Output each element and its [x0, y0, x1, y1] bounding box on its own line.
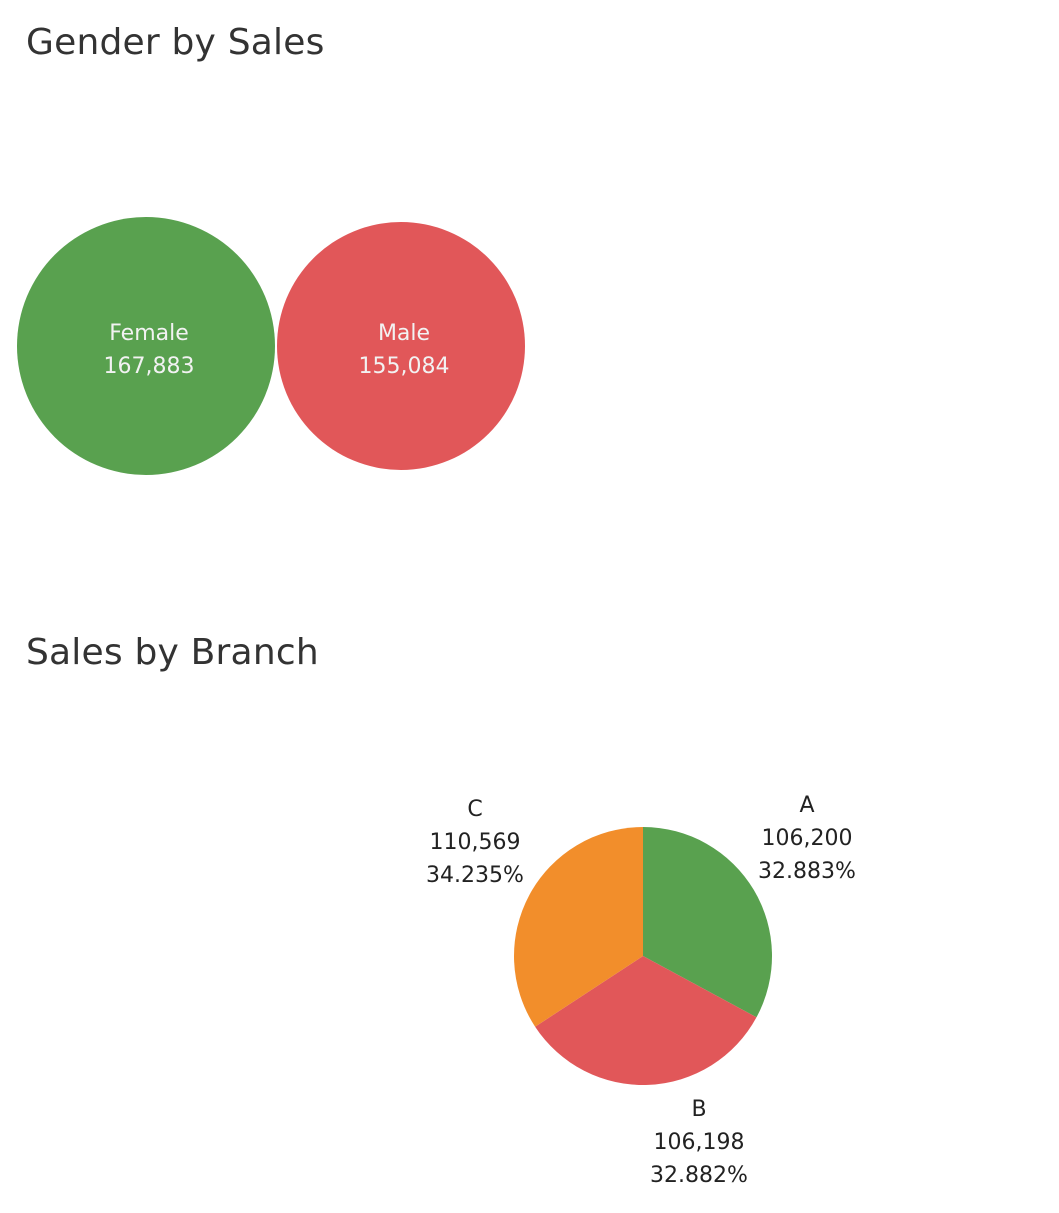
- bubble-male[interactable]: [277, 222, 525, 470]
- bubble-female[interactable]: [17, 217, 275, 475]
- pie-label-a: A: [799, 793, 814, 818]
- pie-value-a: 106,200: [762, 826, 853, 851]
- sales-by-branch-title: Sales by Branch: [26, 632, 319, 673]
- pie-label-b: B: [691, 1097, 706, 1122]
- pie-value-c: 110,569: [430, 830, 521, 855]
- gender-by-sales-chart: Female 167,883 Male 155,084: [0, 120, 560, 500]
- pie-percent-a: 32.883%: [758, 859, 856, 884]
- pie-label-c: C: [467, 797, 482, 822]
- bubble-value-female: 167,883: [104, 354, 195, 379]
- pie-value-b: 106,198: [654, 1130, 745, 1155]
- gender-by-sales-title: Gender by Sales: [26, 22, 325, 63]
- bubble-value-male: 155,084: [359, 354, 450, 379]
- pie-percent-b: 32.882%: [650, 1163, 748, 1188]
- sales-by-branch-chart: A 106,200 32.883% B 106,198 32.882% C 110,569 34…: [0, 770, 1059, 1200]
- bubble-label-female: Female: [109, 321, 189, 346]
- bubble-label-male: Male: [378, 321, 430, 346]
- pie-percent-c: 34.235%: [426, 863, 524, 888]
